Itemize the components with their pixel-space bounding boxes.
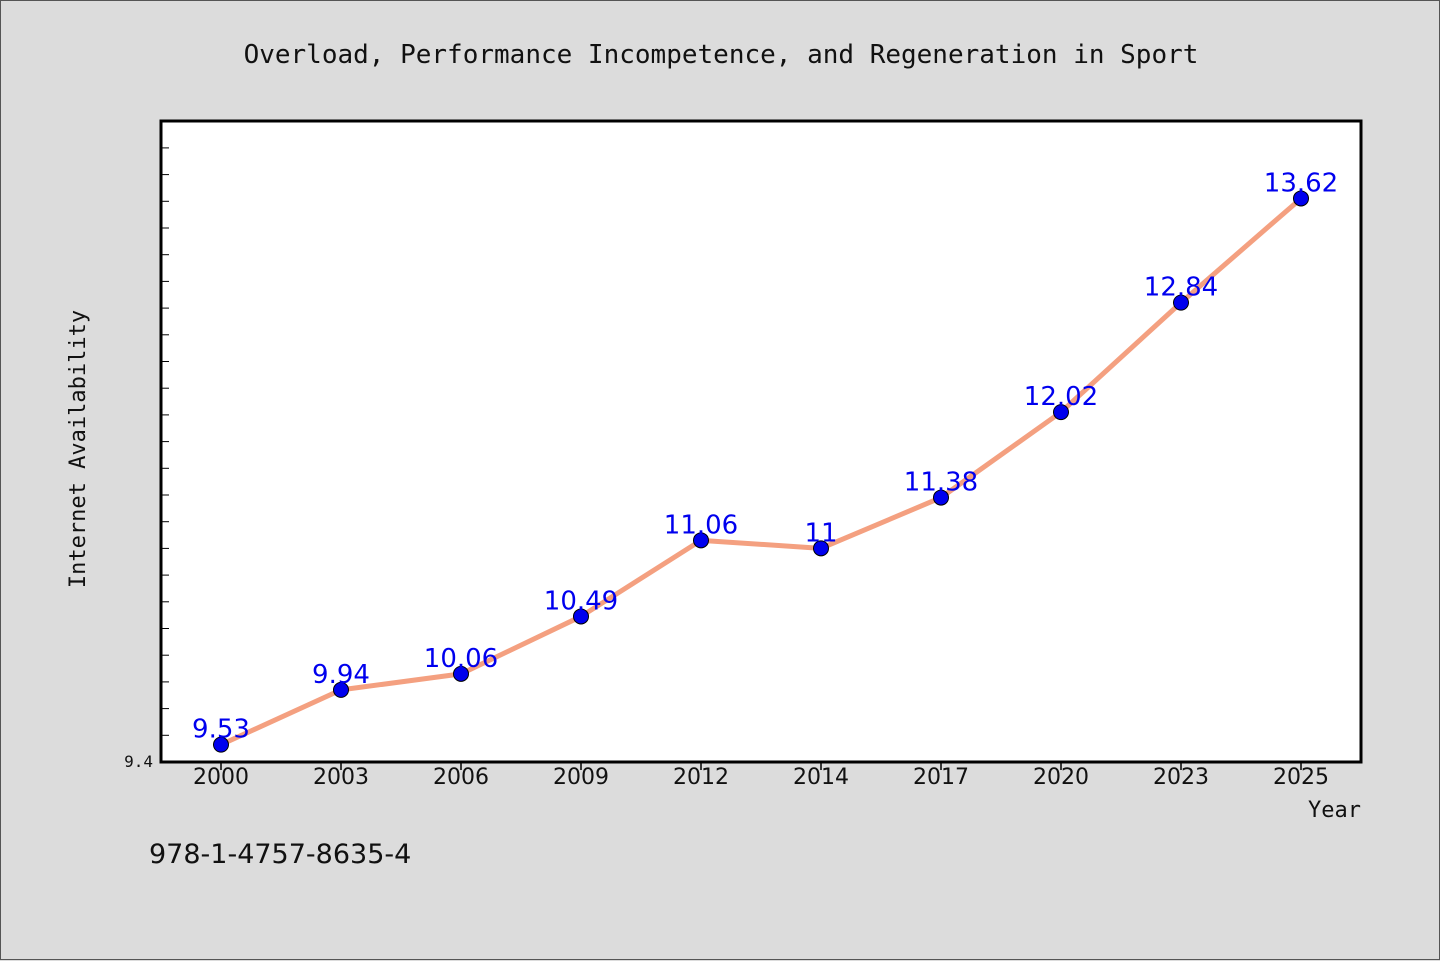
data-label: 10.06 — [424, 644, 498, 674]
data-label: 12.84 — [1144, 273, 1218, 303]
data-label: 10.49 — [544, 586, 618, 616]
data-label: 9.53 — [192, 715, 250, 745]
data-point — [213, 736, 229, 753]
data-labels: 9.53 9.94 10.06 10.49 11.06 11 11.38 12.02 12.84… — [192, 168, 1338, 744]
plot-area — [159, 119, 1363, 764]
data-point — [693, 532, 709, 549]
data-point — [573, 608, 589, 625]
data-point — [1173, 294, 1189, 311]
data-label: 12.02 — [1024, 382, 1098, 412]
x-tick-label: 2009 — [553, 765, 609, 790]
x-axis: 2000 2003 2006 2009 2012 2014 2017 2020 2023 2025 — [193, 762, 1329, 790]
x-tick-label: 2014 — [793, 765, 849, 790]
data-label: 11 — [804, 518, 837, 548]
y-axis-ticks — [161, 120, 169, 763]
isbn-text: 978-1-4757-8635-4 — [149, 839, 411, 870]
chart-title: Overload, Performance Incompetence, and … — [244, 40, 1199, 70]
series-line — [219, 196, 1303, 747]
data-label: 11.06 — [664, 510, 738, 540]
series-markers — [213, 190, 1309, 753]
x-tick-label: 2003 — [313, 765, 369, 790]
x-tick-label: 2025 — [1273, 765, 1329, 790]
x-tick-label: 2006 — [433, 765, 489, 790]
data-point — [453, 665, 469, 682]
data-point — [1293, 190, 1309, 207]
x-axis-label: Year — [1308, 798, 1361, 823]
data-point — [1053, 404, 1069, 421]
y-tick-label: 9.4 — [124, 752, 153, 771]
data-label: 9.94 — [312, 660, 370, 690]
data-label: 13.62 — [1264, 168, 1338, 198]
x-tick-label: 2020 — [1033, 765, 1089, 790]
data-point — [933, 489, 949, 506]
data-point — [333, 681, 349, 698]
x-tick-label: 2023 — [1153, 765, 1209, 790]
data-label: 11.38 — [904, 468, 978, 498]
x-tick-label: 2012 — [673, 765, 729, 790]
x-tick-label: 2000 — [193, 765, 249, 790]
x-tick-label: 2017 — [913, 765, 969, 790]
y-axis-label: Internet Availability — [66, 310, 91, 588]
data-point — [813, 540, 829, 557]
